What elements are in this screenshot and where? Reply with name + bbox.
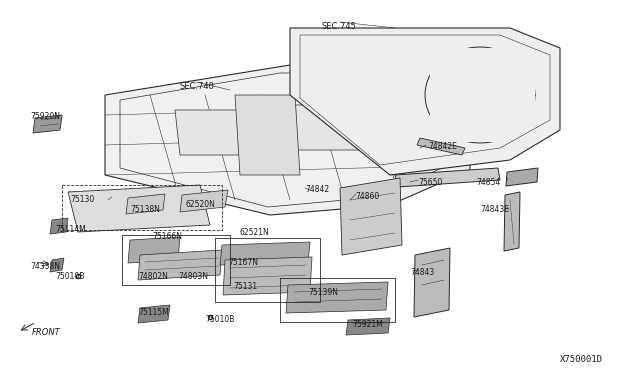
Polygon shape <box>417 138 465 155</box>
Polygon shape <box>138 250 222 280</box>
Polygon shape <box>220 242 310 265</box>
Polygon shape <box>50 218 68 234</box>
Polygon shape <box>105 65 470 215</box>
Text: SEC.745: SEC.745 <box>322 22 357 31</box>
Text: 75166N: 75166N <box>152 232 182 241</box>
Polygon shape <box>50 258 64 272</box>
Text: 74843: 74843 <box>410 268 435 277</box>
Text: 75131: 75131 <box>233 282 257 291</box>
Polygon shape <box>395 168 500 187</box>
Text: X750001D: X750001D <box>560 355 603 364</box>
Text: SEC.740: SEC.740 <box>180 82 215 91</box>
Text: 75010B: 75010B <box>205 315 234 324</box>
Text: 74842: 74842 <box>305 185 329 194</box>
Text: 74802N: 74802N <box>138 272 168 281</box>
Text: 74803N: 74803N <box>178 272 208 281</box>
Polygon shape <box>414 248 450 317</box>
Text: 75167N: 75167N <box>228 258 258 267</box>
Polygon shape <box>128 237 180 263</box>
Text: 75920N: 75920N <box>30 112 60 121</box>
Polygon shape <box>175 110 265 155</box>
Text: 75130: 75130 <box>70 195 94 204</box>
Text: 75114M: 75114M <box>55 225 86 234</box>
Polygon shape <box>504 192 520 251</box>
Text: 75139N: 75139N <box>308 288 338 297</box>
Polygon shape <box>340 178 402 255</box>
Text: 74854: 74854 <box>476 178 500 187</box>
Polygon shape <box>430 48 535 142</box>
Text: 74860: 74860 <box>355 192 380 201</box>
Text: 74842E: 74842E <box>428 142 457 151</box>
Text: 74338N: 74338N <box>30 262 60 271</box>
Text: 75010B: 75010B <box>55 272 84 281</box>
Text: 62520N: 62520N <box>185 200 215 209</box>
Polygon shape <box>138 305 170 323</box>
Text: 75115M: 75115M <box>138 308 169 317</box>
Polygon shape <box>235 95 300 175</box>
Polygon shape <box>68 185 210 232</box>
Polygon shape <box>33 115 62 133</box>
Text: 75921M: 75921M <box>352 320 383 329</box>
Text: 74843E: 74843E <box>480 205 509 214</box>
Polygon shape <box>286 282 388 313</box>
Polygon shape <box>290 28 560 175</box>
Text: 62521N: 62521N <box>240 228 269 237</box>
Polygon shape <box>506 168 538 186</box>
Text: FRONT: FRONT <box>32 328 61 337</box>
Polygon shape <box>346 318 390 335</box>
Polygon shape <box>180 190 228 212</box>
Text: 75650: 75650 <box>418 178 442 187</box>
Polygon shape <box>223 257 312 295</box>
Text: 75138N: 75138N <box>130 205 160 214</box>
Polygon shape <box>290 105 375 150</box>
Polygon shape <box>126 194 165 214</box>
